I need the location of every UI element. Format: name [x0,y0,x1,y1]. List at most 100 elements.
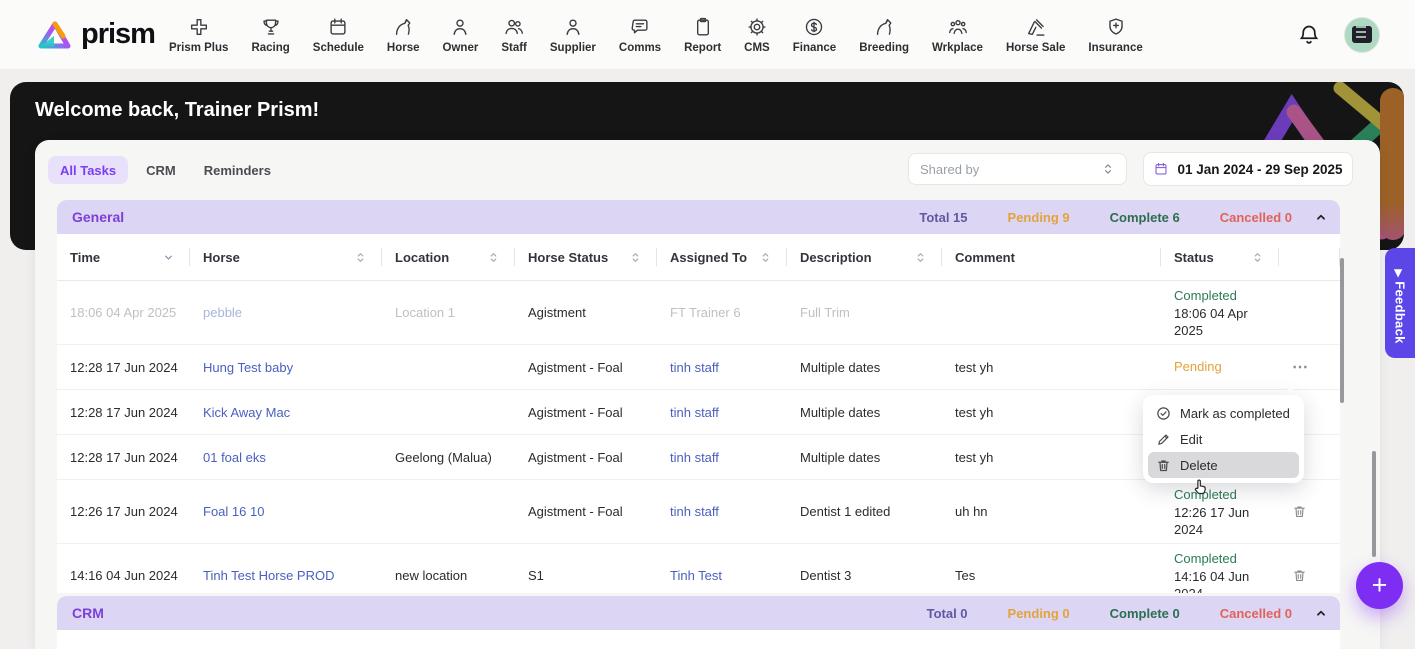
nav-item[interactable]: Breeding [859,16,909,54]
column-header[interactable]: Assigned To [657,248,787,266]
page-scrollbar[interactable] [1372,451,1376,557]
column-header[interactable]: Horse Status [515,248,657,266]
nav-item[interactable]: Comms [619,16,661,54]
context-menu-item[interactable]: Mark as completed [1148,400,1299,426]
delete-row-button[interactable] [1292,504,1332,519]
task-tabs: All Tasks CRM Reminders [48,156,281,184]
tab[interactable]: Reminders [194,156,281,184]
context-menu-item-label: Edit [1180,432,1202,447]
prism-logo[interactable]: prism [35,18,155,51]
nav-item[interactable]: Supplier [550,16,596,54]
sort-updown-icon[interactable] [759,251,772,264]
nav-item[interactable]: Horse Sale [1006,16,1065,54]
assigned-to-link[interactable]: tinh staff [670,360,719,375]
nav-item-label: Schedule [313,42,364,54]
horse-status: Agistment [515,304,657,321]
row-actions: ⋯ [1279,568,1340,583]
nav-item-label: Racing [251,42,289,54]
task-time: 14:16 04 Jun 2024 [57,567,190,584]
sort-updown-icon[interactable] [1251,251,1264,264]
column-header[interactable]: Time [57,248,190,266]
horse-link[interactable]: Foal 16 10 [203,504,264,519]
general-total: Total 15 [919,210,967,225]
column-header[interactable]: Status [1161,248,1279,266]
nav-item-icon [562,16,584,38]
sort-updown-icon[interactable] [487,251,500,264]
task-comment: Tes [942,567,1161,584]
assigned-to-link[interactable]: tinh staff [670,405,719,420]
nav-item-icon [947,16,969,38]
crm-section-title: CRM [72,605,104,621]
nav-item-icon [1105,16,1127,38]
horse-link[interactable]: Kick Away Mac [203,405,290,420]
column-label: Horse [203,250,240,265]
horse-status: Agistment - Foal [515,359,657,376]
crm-pending: Pending 0 [1008,606,1070,621]
calendar-icon [1153,161,1169,177]
nav-item[interactable]: Insurance [1088,16,1142,54]
row-menu-button[interactable]: ⋯ [1292,359,1309,376]
context-menu-item-label: Delete [1180,458,1218,473]
nav-item[interactable]: Prism Plus [169,16,228,54]
feedback-tab[interactable]: ▶ Feedback [1385,248,1415,358]
sort-chevron-down-icon[interactable] [162,251,175,264]
add-task-fab[interactable]: + [1356,562,1403,609]
column-header[interactable]: Description [787,248,942,266]
crm-stats: Total 0 Pending 0 Complete 0 Cancelled 0 [927,606,1292,621]
horse-link[interactable]: 01 foal eks [203,450,266,465]
context-menu-item[interactable]: Delete [1148,452,1299,478]
user-avatar[interactable] [1344,17,1380,53]
sort-updown-icon[interactable] [914,251,927,264]
horse-cell: Foal 16 10 [190,503,382,520]
mouse-cursor-pointer [1190,477,1211,498]
nav-item[interactable]: Report [684,16,721,54]
collapse-crm-button[interactable] [1314,606,1328,620]
column-header[interactable]: Location [382,248,515,266]
nav-item-label: Staff [501,42,527,54]
tab[interactable]: All Tasks [48,156,128,184]
nav-item[interactable]: Finance [793,16,836,54]
status-date: 18:06 04 Apr 2025 [1174,305,1271,339]
sort-updown-icon[interactable] [354,251,367,264]
nav-item[interactable]: Horse [387,16,420,54]
assigned-to-link[interactable]: tinh staff [670,504,719,519]
horse-link[interactable]: pebble [203,305,242,320]
assigned-to-link[interactable]: tinh staff [670,450,719,465]
table-scrollbar[interactable] [1340,258,1344,403]
crm-cancelled: Cancelled 0 [1220,606,1292,621]
tab[interactable]: CRM [136,156,186,184]
shared-by-select[interactable]: Shared by [908,153,1127,185]
context-menu-item[interactable]: Edit [1148,426,1299,452]
horse-link[interactable]: Hung Test baby [203,360,293,375]
context-menu-item-icon [1156,432,1171,447]
horse-cell: pebble [190,304,382,321]
sort-updown-icon[interactable] [629,251,642,264]
nav-item[interactable]: Staff [501,16,527,54]
nav-item-icon [392,16,414,38]
notifications-bell-icon[interactable] [1296,22,1322,48]
nav-item[interactable]: Schedule [313,16,364,54]
assigned-to-cell: Tinh Test [657,567,787,584]
task-description: Multiple dates [787,359,942,376]
column-label: Location [395,250,449,265]
column-header[interactable]: Horse [190,248,382,266]
general-section-header: General Total 15 Pending 9 Complete 6 Ca… [57,200,1340,234]
crm-section-body [57,630,1340,649]
horse-link[interactable]: Tinh Test Horse PROD [203,568,335,583]
nav-item[interactable]: Racing [251,16,289,54]
task-time: 12:28 17 Jun 2024 [57,359,190,376]
column-header[interactable] [1279,248,1340,266]
date-range-picker[interactable]: 01 Jan 2024 - 29 Sep 2025 [1143,152,1353,186]
column-header[interactable]: Comment [942,248,1161,266]
nav-item[interactable]: CMS [744,16,770,54]
general-pending: Pending 9 [1008,210,1070,225]
nav-item-label: Horse [387,42,420,54]
delete-row-button[interactable] [1292,568,1332,583]
nav-item-icon [873,16,895,38]
assigned-to-link[interactable]: FT Trainer 6 [670,305,741,320]
nav-item[interactable]: Owner [443,16,479,54]
feedback-arrow-icon: ▶ [1393,269,1404,277]
nav-item[interactable]: Wrkplace [932,16,983,54]
collapse-general-button[interactable] [1314,210,1328,224]
assigned-to-link[interactable]: Tinh Test [670,568,722,583]
